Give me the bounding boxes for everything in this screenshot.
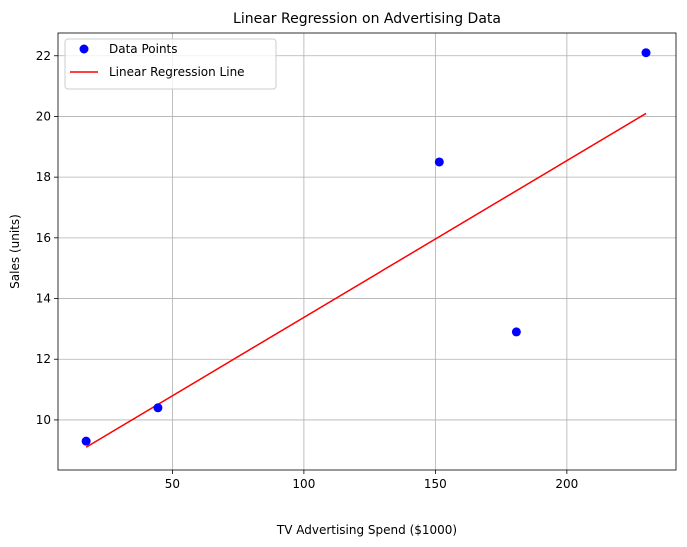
chart-title: Linear Regression on Advertising Data	[233, 11, 501, 27]
y-tick-label: 12	[36, 352, 51, 366]
y-tick-label: 22	[36, 49, 51, 63]
y-tick-label: 16	[36, 231, 51, 245]
legend-marker-data-points	[79, 44, 89, 54]
data-point	[511, 327, 521, 337]
legend-label-data-points: Data Points	[109, 42, 178, 56]
y-tick-label: 14	[36, 292, 51, 306]
regression-line	[85, 112, 647, 448]
plot-series	[81, 48, 651, 448]
x-axis-label: TV Advertising Spend ($1000)	[276, 523, 457, 537]
y-tick-label: 10	[36, 413, 51, 427]
grid-lines	[58, 33, 676, 470]
x-tick-label: 150	[424, 477, 447, 491]
x-tick-label: 200	[555, 477, 578, 491]
plot-frame	[57, 32, 677, 471]
legend-label-regression-line: Linear Regression Line	[109, 65, 245, 79]
y-tick-label: 20	[36, 109, 51, 123]
x-tick-label: 50	[165, 477, 180, 491]
data-point	[641, 48, 651, 58]
data-point	[434, 157, 444, 167]
y-axis-label: Sales (units)	[8, 214, 22, 289]
x-tick-label: 100	[292, 477, 315, 491]
legend: Data Points Linear Regression Line	[64, 38, 277, 90]
data-point	[81, 436, 91, 446]
data-point	[153, 403, 163, 413]
y-tick-label: 18	[36, 170, 51, 184]
axis-ticks: 50 100 150 200 10 12 14 16 18 20 22	[36, 49, 579, 491]
legend-box	[64, 38, 277, 90]
